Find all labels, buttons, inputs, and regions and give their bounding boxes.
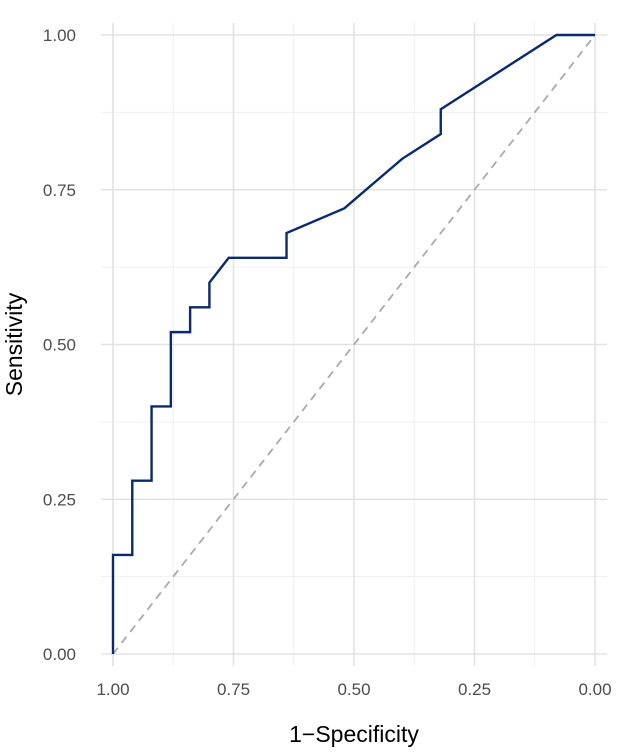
grid	[101, 23, 607, 666]
series-layer	[111, 33, 596, 655]
x-axis-title: 1−Specificity	[289, 721, 419, 747]
x-axis-ticks: 1.00 0.75 0.50 0.25 0.00	[96, 680, 611, 699]
roc-curve-line	[111, 33, 595, 654]
x-tick-label: 0.75	[217, 680, 250, 699]
y-axis-title: Sensitivity	[1, 292, 27, 396]
y-tick-label: 0.25	[43, 490, 76, 509]
x-tick-label: 1.00	[96, 680, 129, 699]
x-tick-label: 0.25	[458, 680, 491, 699]
y-tick-label: 0.00	[43, 645, 76, 664]
x-tick-label: 0.00	[578, 680, 611, 699]
x-tick-label: 0.50	[337, 680, 370, 699]
y-axis-ticks: 0.00 0.25 0.50 0.75 1.00	[43, 26, 76, 664]
y-tick-label: 0.75	[43, 181, 76, 200]
reference-diagonal-line	[112, 34, 596, 655]
y-tick-label: 1.00	[43, 26, 76, 45]
y-tick-label: 0.50	[43, 336, 76, 355]
